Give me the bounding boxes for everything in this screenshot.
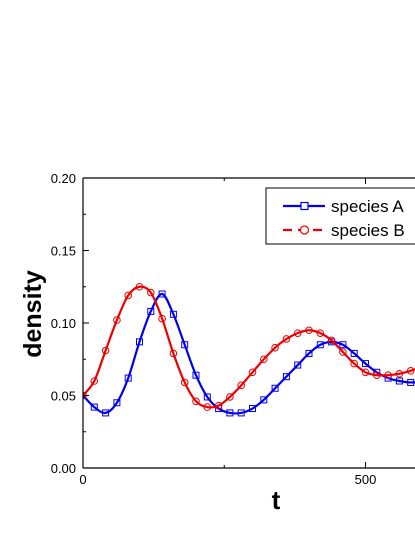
y-tick-label: 0.15 xyxy=(51,244,76,259)
data-point-species-b xyxy=(113,316,121,324)
x-tick-label: 0 xyxy=(79,472,86,487)
data-point-species-a xyxy=(226,409,234,417)
data-point-species-b xyxy=(271,343,279,352)
plot-area xyxy=(83,282,415,417)
data-point-species-b xyxy=(90,377,99,385)
data-point-species-b xyxy=(293,329,302,337)
data-point-species-b xyxy=(135,282,144,291)
data-point-species-b xyxy=(373,371,381,380)
data-point-species-b xyxy=(101,346,110,355)
data-point-species-a xyxy=(316,341,324,349)
data-point-species-b xyxy=(339,348,347,356)
data-point-species-a xyxy=(260,396,268,404)
data-point-species-a xyxy=(237,409,245,417)
legend-marker-species-b xyxy=(299,225,310,235)
data-point-species-b xyxy=(237,381,245,390)
data-point-species-a xyxy=(305,349,313,357)
data-point-species-b xyxy=(350,359,359,368)
data-point-species-a xyxy=(102,409,110,417)
legend-label: species A xyxy=(331,197,404,216)
data-point-species-b xyxy=(180,378,189,387)
y-tick-label: 0.10 xyxy=(51,316,76,331)
series-group xyxy=(83,282,415,417)
data-point-species-b xyxy=(158,314,166,323)
data-point-species-b xyxy=(147,288,155,297)
data-point-species-b xyxy=(361,368,370,377)
data-point-species-a xyxy=(113,399,121,407)
data-point-species-a xyxy=(158,290,166,298)
data-point-species-a xyxy=(282,373,290,381)
series-line-species-a xyxy=(83,292,415,415)
data-point-species-b xyxy=(214,401,223,410)
data-point-species-a xyxy=(249,405,256,413)
data-point-species-a xyxy=(203,393,211,401)
y-tick-label: 0.00 xyxy=(51,461,76,476)
series-line-species-b xyxy=(83,285,415,409)
legend: species A species B xyxy=(265,187,415,245)
data-point-species-b xyxy=(260,355,268,364)
data-point-species-a xyxy=(90,403,98,411)
data-point-species-a xyxy=(395,377,403,385)
axes: 0.00 0.05 0.10 0.15 0.20 0 500 t density xyxy=(19,171,415,515)
data-point-species-a xyxy=(136,338,143,346)
data-point-species-b xyxy=(226,393,234,401)
data-point-species-b xyxy=(316,329,325,337)
data-point-species-b xyxy=(282,335,291,343)
data-point-species-b xyxy=(395,369,404,378)
data-point-species-a xyxy=(271,384,279,392)
data-point-species-b xyxy=(384,371,392,380)
data-point-species-a xyxy=(169,310,177,318)
data-point-species-a xyxy=(147,307,155,315)
data-point-species-a xyxy=(350,349,358,357)
x-tick-label: 500 xyxy=(355,472,377,487)
data-point-species-b xyxy=(327,336,336,345)
data-point-species-b xyxy=(203,403,212,411)
legend-label: species B xyxy=(331,221,405,240)
x-axis-title: t xyxy=(272,485,281,515)
y-tick-label: 0.05 xyxy=(51,389,76,404)
data-point-species-a xyxy=(407,378,415,386)
data-point-species-b xyxy=(406,367,415,375)
data-point-species-b xyxy=(192,397,200,406)
data-point-species-b xyxy=(124,291,132,300)
data-point-species-a xyxy=(294,361,302,369)
data-point-species-a xyxy=(192,371,200,379)
data-point-species-a xyxy=(339,341,347,349)
data-point-species-b xyxy=(169,349,178,358)
legend-marker-species-a xyxy=(300,201,309,211)
data-point-species-a xyxy=(181,341,189,349)
y-tick-label: 0.20 xyxy=(51,171,76,186)
data-point-species-a xyxy=(362,360,369,368)
data-point-species-a xyxy=(124,374,132,382)
y-axis-title: density xyxy=(19,270,47,358)
data-point-species-b xyxy=(248,368,257,377)
data-point-species-b xyxy=(305,326,313,335)
legend-box xyxy=(265,187,415,245)
